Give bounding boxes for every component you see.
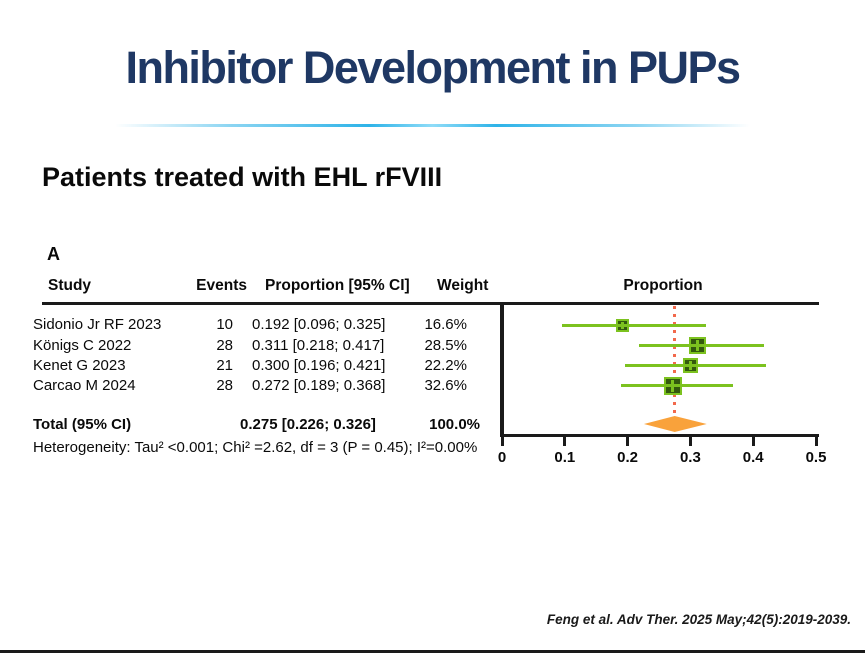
weight-value: 32.6% (424, 377, 467, 394)
total-weight-value: 100.0% (429, 416, 480, 433)
x-axis-tick-label: 0.2 (617, 449, 639, 466)
x-axis-tick (500, 437, 504, 446)
table-row: Carcao M 2024 28 0.272 [0.189; 0.368] 32… (0, 376, 500, 396)
total-label: Total (95% CI) (33, 416, 132, 433)
panel-label: A (47, 244, 60, 264)
bottom-accent-bar (0, 650, 865, 653)
slide-title: Inhibitor Development in PUPs (125, 42, 741, 93)
x-axis-tick-label: 0.5 (805, 449, 827, 466)
slide-subtitle: Patients treated with EHL rFVIII (42, 162, 443, 192)
study-name: Kenet G 2023 (33, 357, 126, 374)
header-rule (42, 302, 819, 305)
column-header-events: Events (196, 277, 247, 294)
plot-left-border (500, 302, 504, 437)
title-divider (115, 124, 750, 127)
proportion-value: 0.300 [0.196; 0.421] (252, 357, 386, 374)
column-header-weight: Weight (437, 277, 489, 294)
column-header-study: Study (48, 277, 92, 294)
x-axis-tick-label: 0.3 (679, 449, 701, 466)
citation: Feng et al. Adv Ther. 2025 May;42(5):201… (546, 612, 851, 627)
weight-value: 16.6% (424, 316, 467, 333)
square-cross-v (621, 321, 625, 329)
proportion-value: 0.192 [0.096; 0.325] (252, 316, 386, 333)
point-estimate-square (682, 358, 698, 374)
proportion-value: 0.272 [0.189; 0.368] (252, 377, 386, 394)
x-axis-tick (751, 437, 755, 446)
x-axis-tick (626, 437, 630, 446)
x-axis-tick-label: 0.4 (742, 449, 764, 466)
square-cross-v (671, 379, 675, 392)
point-estimate-square (688, 336, 706, 354)
x-axis-tick (688, 437, 692, 446)
study-name: Sidonio Jr RF 2023 (33, 316, 162, 333)
study-name: Carcao M 2024 (33, 377, 136, 394)
x-axis-tick (563, 437, 567, 446)
weight-value: 22.2% (424, 357, 467, 374)
point-estimate-square (616, 318, 630, 332)
events-value: 28 (216, 337, 233, 354)
events-value: 21 (216, 357, 233, 374)
events-value: 10 (216, 316, 233, 333)
table-header-row: Study Events Proportion [95% CI] Weight … (0, 276, 865, 296)
square-cross-v (695, 339, 699, 351)
x-axis-tick-label: 0.1 (554, 449, 576, 466)
x-axis-line (500, 434, 819, 437)
x-axis-tick-label: 0 (497, 449, 507, 466)
x-axis-tick (814, 437, 818, 446)
table-row: Kenet G 2023 21 0.300 [0.196; 0.421] 22.… (0, 356, 500, 376)
table-row: Königs C 2022 28 0.311 [0.218; 0.417] 28… (0, 336, 500, 356)
point-estimate-square (663, 376, 682, 395)
ci-line (562, 323, 707, 327)
total-proportion-value: 0.275 [0.226; 0.326] (240, 416, 376, 433)
table-row: Sidonio Jr RF 2023 10 0.192 [0.096; 0.32… (0, 315, 500, 335)
square-cross-v (688, 361, 692, 371)
total-row: Total (95% CI) 0.275 [0.226; 0.326] 100.… (0, 415, 500, 435)
column-header-plot: Proportion (623, 277, 703, 294)
proportion-value: 0.311 [0.218; 0.417] (252, 337, 385, 354)
heterogeneity-stats: Heterogeneity: Tau² <0.001; Chi² =2.62, … (33, 439, 478, 456)
column-header-proportion: Proportion [95% CI] (265, 277, 410, 294)
study-name: Königs C 2022 (33, 337, 132, 354)
weight-value: 28.5% (424, 337, 467, 354)
events-value: 28 (216, 377, 233, 394)
